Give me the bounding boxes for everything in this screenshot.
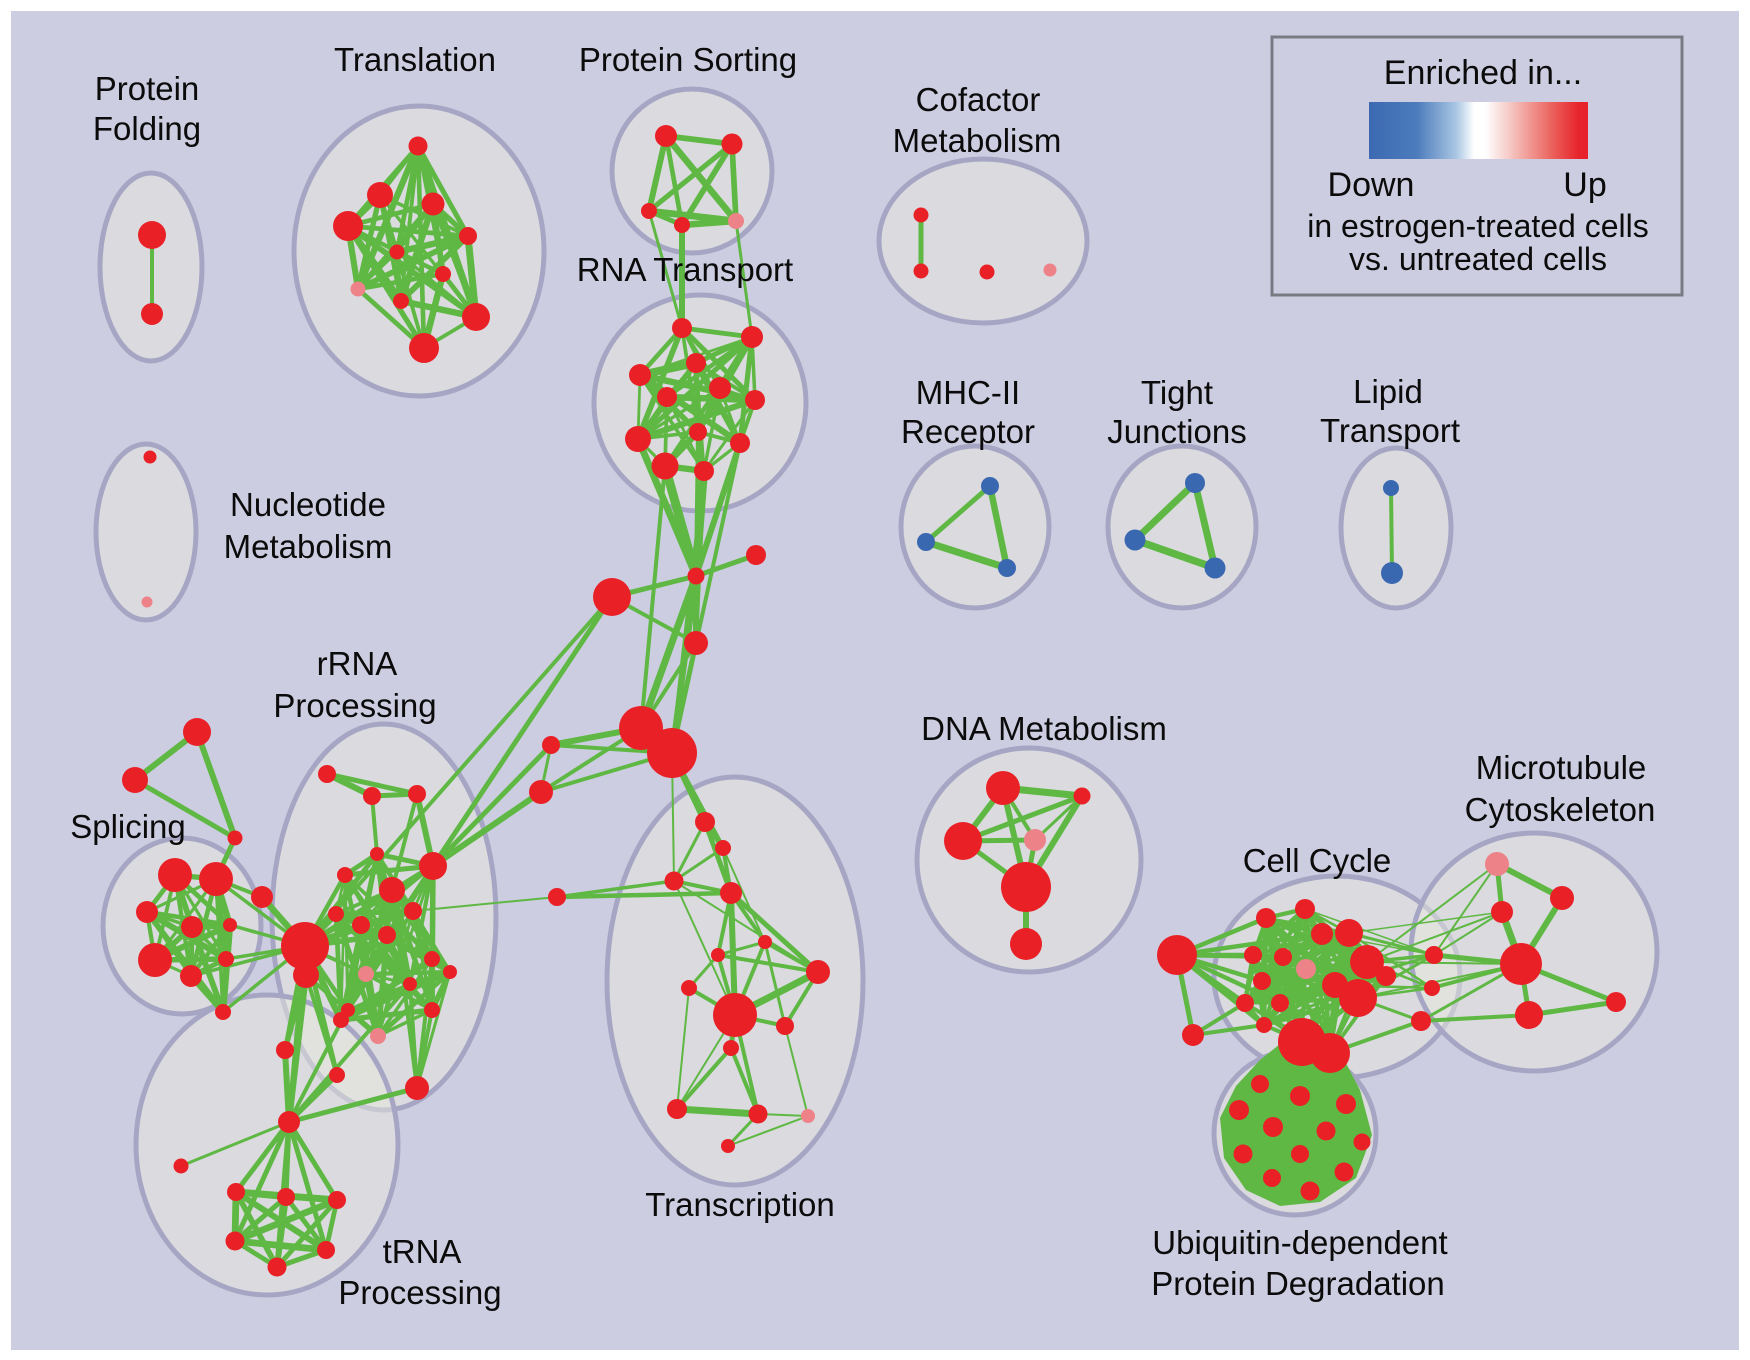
svg-text:Enriched in...: Enriched in... — [1384, 54, 1582, 92]
svg-text:Protein Sorting: Protein Sorting — [579, 41, 797, 78]
svg-text:Ubiquitin-dependent: Ubiquitin-dependent — [1152, 1224, 1447, 1261]
svg-text:Cytoskeleton: Cytoskeleton — [1465, 791, 1656, 828]
svg-text:RNA Transport: RNA Transport — [577, 251, 793, 288]
svg-text:tRNA: tRNA — [383, 1233, 462, 1270]
svg-text:Down: Down — [1328, 166, 1415, 204]
svg-text:Junctions: Junctions — [1107, 413, 1246, 450]
svg-text:Protein Degradation: Protein Degradation — [1151, 1265, 1445, 1302]
svg-text:Splicing: Splicing — [70, 808, 186, 845]
svg-text:DNA Metabolism: DNA Metabolism — [921, 710, 1167, 747]
svg-text:Lipid: Lipid — [1353, 373, 1423, 410]
svg-text:MHC-II: MHC-II — [916, 374, 1020, 411]
svg-text:Processing: Processing — [338, 1274, 501, 1311]
svg-text:Up: Up — [1563, 166, 1606, 204]
svg-text:Protein: Protein — [95, 70, 200, 107]
svg-text:Cofactor: Cofactor — [916, 81, 1041, 118]
svg-text:Transcription: Transcription — [645, 1186, 835, 1223]
svg-text:Nucleotide: Nucleotide — [230, 486, 386, 523]
svg-text:rRNA: rRNA — [317, 645, 398, 682]
svg-text:Folding: Folding — [93, 110, 201, 147]
svg-text:Translation: Translation — [334, 41, 496, 78]
svg-text:Transport: Transport — [1320, 412, 1460, 449]
svg-text:in estrogen-treated cells: in estrogen-treated cells — [1307, 208, 1649, 244]
svg-text:vs. untreated cells: vs. untreated cells — [1349, 241, 1607, 277]
svg-text:Metabolism: Metabolism — [893, 122, 1062, 159]
svg-text:Processing: Processing — [273, 687, 436, 724]
svg-text:Receptor: Receptor — [901, 413, 1035, 450]
svg-text:Cell Cycle: Cell Cycle — [1243, 842, 1392, 879]
svg-text:Microtubule: Microtubule — [1476, 749, 1647, 786]
svg-text:Metabolism: Metabolism — [224, 528, 393, 565]
svg-text:Tight: Tight — [1141, 374, 1213, 411]
